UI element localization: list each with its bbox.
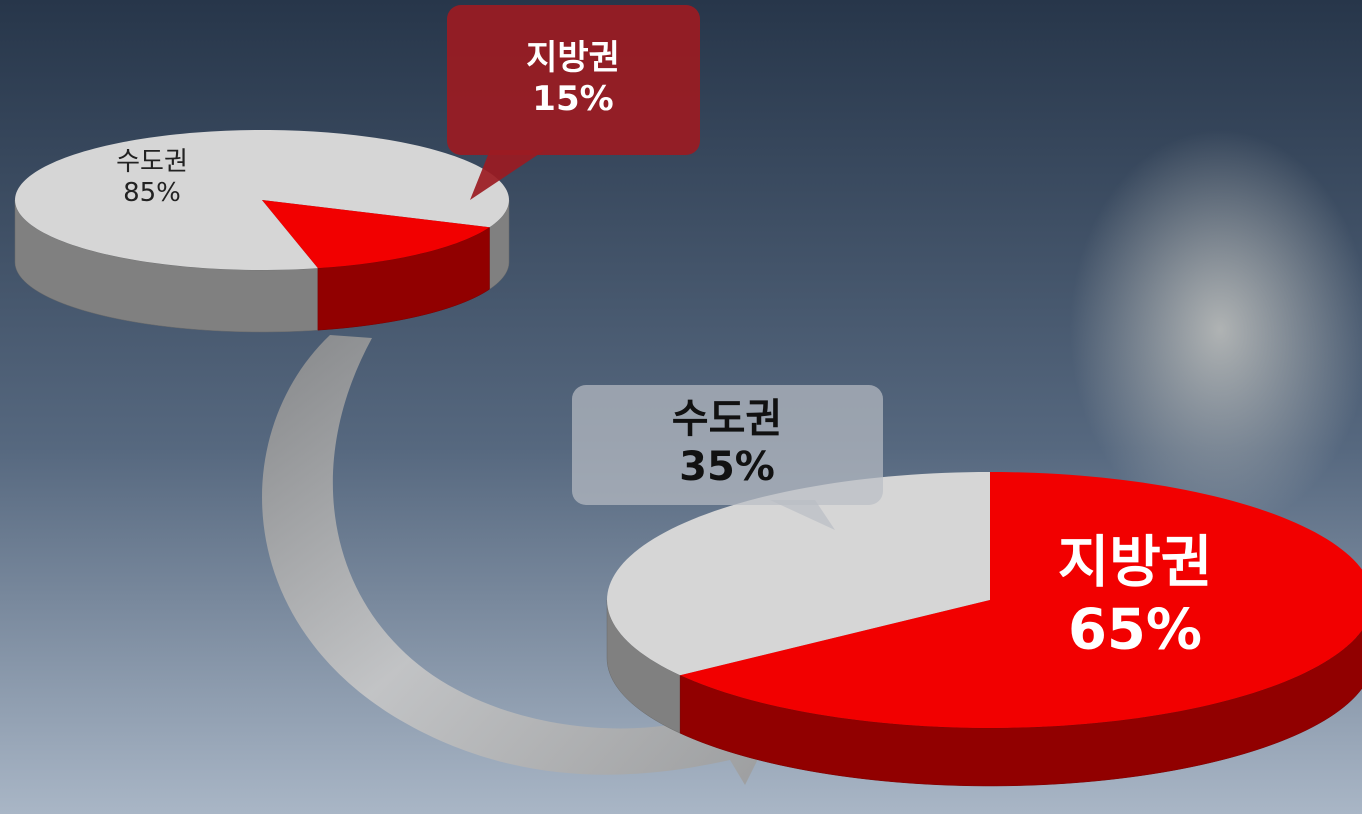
value-label: 65% bbox=[1068, 598, 1202, 663]
category-label: 지방권 bbox=[526, 38, 620, 78]
pie-slice bbox=[607, 472, 990, 676]
pie-slice bbox=[15, 130, 509, 270]
pie-slice bbox=[680, 472, 1362, 728]
pie-slice-side bbox=[606, 599, 681, 734]
category-label: 수도권 bbox=[116, 147, 188, 177]
value-label: 35% bbox=[679, 444, 775, 490]
value-label: 15% bbox=[532, 79, 613, 119]
label-box bbox=[572, 385, 883, 505]
pie-slice-side bbox=[317, 226, 490, 331]
label-pointer bbox=[770, 500, 835, 530]
pie-sides bbox=[14, 199, 510, 333]
pie-tops bbox=[607, 472, 1362, 728]
category-label: 지방권 bbox=[1058, 531, 1213, 596]
transition-arrow bbox=[262, 335, 790, 785]
value-label: 85% bbox=[123, 178, 181, 208]
pie-tops bbox=[15, 130, 509, 270]
pie-slice bbox=[262, 200, 490, 269]
label-box bbox=[447, 5, 700, 155]
background-figure bbox=[1070, 130, 1362, 530]
category-label: 수도권 bbox=[672, 396, 782, 442]
pie-slice-side bbox=[14, 199, 319, 333]
label-pointer bbox=[470, 150, 545, 200]
